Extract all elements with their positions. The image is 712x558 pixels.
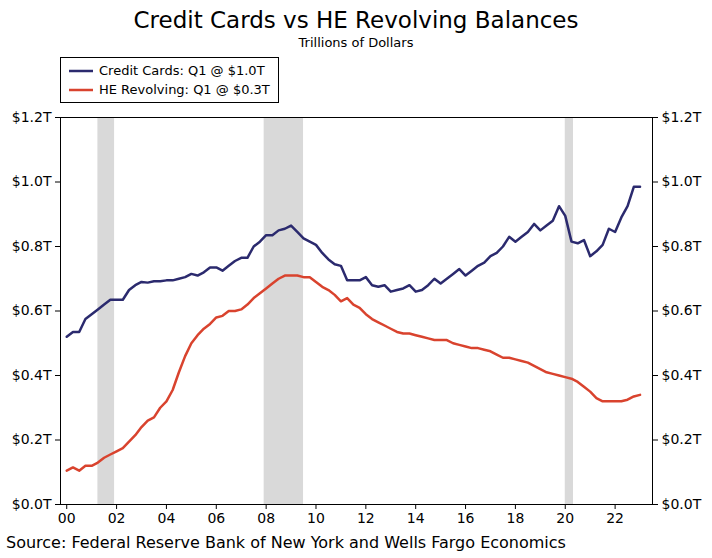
svg-text:$0.8T: $0.8T [662,238,702,254]
svg-text:$0.4T: $0.4T [12,367,52,383]
svg-text:$1.2T: $1.2T [12,109,52,125]
svg-text:$0.6T: $0.6T [662,302,702,318]
svg-text:08: 08 [257,510,275,526]
html-text:HE Revolving: Q1 @ $0.3T: HE Revolving: Q1 @ $0.3T [99,82,270,97]
svg-text:00: 00 [58,510,76,526]
svg-text:$0.2T: $0.2T [12,431,52,447]
svg-text:$0.4T: $0.4T [662,367,702,383]
svg-text:22: 22 [606,510,624,526]
svg-text:02: 02 [108,510,126,526]
svg-text:$0.0T: $0.0T [12,496,52,512]
html-text:Credit Cards vs HE Revolving B: Credit Cards vs HE Revolving Balances [133,7,579,33]
svg-text:$1.2T: $1.2T [662,109,702,125]
svg-text:10: 10 [307,510,325,526]
svg-text:06: 06 [207,510,225,526]
svg-text:14: 14 [407,510,425,526]
svg-text:$0.0T: $0.0T [662,496,702,512]
html-text:Source: Federal Reserve Bank o: Source: Federal Reserve Bank of New York… [6,533,566,552]
svg-text:16: 16 [457,510,475,526]
svg-text:04: 04 [158,510,176,526]
svg-text:$1.0T: $1.0T [662,173,702,189]
svg-text:18: 18 [506,510,524,526]
svg-text:$1.0T: $1.0T [12,173,52,189]
svg-text:$0.2T: $0.2T [662,431,702,447]
html-text:Credit Cards: Q1 @ $1.0T: Credit Cards: Q1 @ $1.0T [99,63,265,78]
svg-text:$0.8T: $0.8T [12,238,52,254]
svg-text:20: 20 [556,510,574,526]
html-text:Trillions of Dollars: Trillions of Dollars [298,35,414,50]
svg-text:12: 12 [357,510,375,526]
svg-text:$0.6T: $0.6T [12,302,52,318]
